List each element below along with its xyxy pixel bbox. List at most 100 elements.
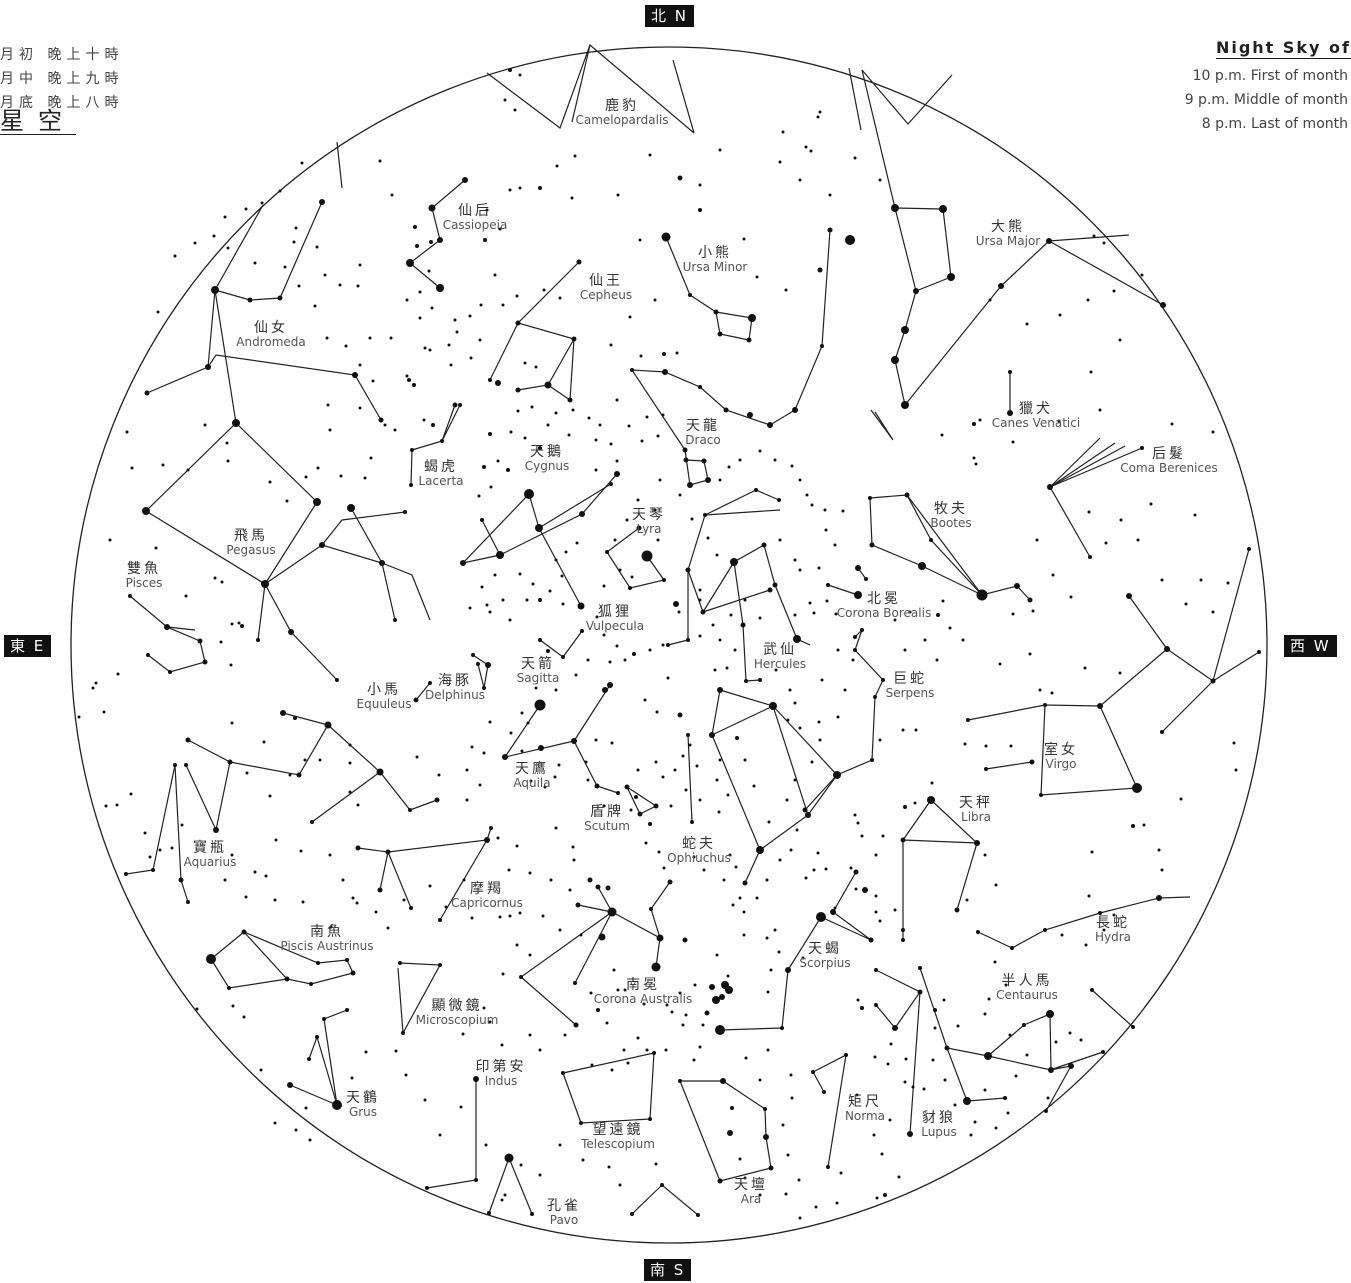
star bbox=[811, 1070, 815, 1074]
star bbox=[116, 672, 120, 676]
constellation-line bbox=[711, 689, 838, 851]
star bbox=[515, 320, 521, 326]
star bbox=[820, 678, 824, 682]
constellation-name-en: Canes Venatici bbox=[991, 416, 1081, 431]
constellation-line bbox=[146, 289, 216, 394]
constellation-label-serpens: 巨蛇 Serpens bbox=[886, 671, 935, 701]
constellation-name-zh: 長蛇 bbox=[1096, 915, 1130, 931]
constellation-line bbox=[804, 629, 884, 811]
star bbox=[459, 1105, 463, 1109]
star bbox=[673, 768, 677, 772]
star bbox=[335, 678, 339, 682]
star bbox=[1126, 593, 1132, 599]
star bbox=[701, 458, 707, 464]
star bbox=[860, 834, 864, 838]
star bbox=[508, 188, 512, 192]
star bbox=[790, 1096, 794, 1100]
star bbox=[816, 851, 820, 855]
star bbox=[325, 336, 329, 340]
star bbox=[1179, 797, 1183, 801]
star bbox=[645, 1048, 649, 1052]
star bbox=[614, 471, 620, 477]
star bbox=[206, 954, 216, 964]
star bbox=[742, 910, 746, 914]
star bbox=[690, 820, 694, 824]
star bbox=[639, 354, 643, 358]
star bbox=[727, 465, 731, 469]
star bbox=[705, 477, 711, 483]
constellation-name-zh: 矩尺 bbox=[848, 1094, 882, 1110]
star bbox=[766, 990, 770, 994]
constellation-name-en: Ursa Minor bbox=[682, 260, 748, 275]
star bbox=[338, 283, 342, 287]
star bbox=[862, 887, 868, 893]
star bbox=[1046, 1010, 1054, 1018]
constellation-name-en: Corona Borealis bbox=[836, 606, 932, 621]
constellation-name-en: Lyra bbox=[636, 522, 662, 537]
star bbox=[688, 743, 692, 747]
stars bbox=[77, 68, 1261, 1220]
star bbox=[773, 458, 777, 462]
star bbox=[173, 763, 177, 767]
star bbox=[1011, 612, 1015, 616]
star bbox=[661, 775, 665, 779]
star bbox=[763, 1134, 769, 1140]
constellation-name-en: Equuleus bbox=[356, 697, 412, 712]
constellation-line bbox=[902, 799, 932, 940]
star bbox=[729, 613, 733, 617]
star bbox=[1102, 928, 1106, 932]
star bbox=[965, 898, 969, 902]
star bbox=[662, 352, 666, 356]
star bbox=[818, 110, 822, 114]
constellation-line bbox=[166, 626, 196, 631]
constellation-label-cygnus: 天鵝 Cygnus bbox=[525, 444, 570, 474]
constellation-name-zh: 孔雀 bbox=[547, 1198, 581, 1214]
star bbox=[655, 710, 659, 714]
star bbox=[908, 610, 912, 614]
star bbox=[730, 1106, 734, 1110]
constellation-name-en: Andromeda bbox=[236, 335, 306, 350]
star bbox=[465, 798, 469, 802]
constellation-name-en: Telescopium bbox=[581, 1137, 655, 1152]
star bbox=[913, 801, 917, 805]
star bbox=[230, 721, 234, 725]
constellation-line bbox=[861, 69, 952, 292]
star bbox=[142, 507, 150, 515]
star bbox=[515, 844, 519, 848]
star bbox=[696, 1213, 700, 1217]
star bbox=[853, 869, 859, 875]
constellation-name-en: Grus bbox=[348, 1105, 378, 1120]
constellation-line bbox=[704, 509, 781, 516]
constellation-label-andromeda: 仙女 Andromeda bbox=[236, 320, 306, 350]
star bbox=[453, 318, 457, 322]
star bbox=[605, 885, 611, 891]
star bbox=[917, 989, 923, 995]
star bbox=[489, 485, 493, 489]
star bbox=[613, 538, 617, 542]
star bbox=[914, 728, 918, 732]
star bbox=[1058, 313, 1062, 317]
constellation-name-zh: 大熊 bbox=[990, 219, 1025, 235]
star bbox=[610, 1068, 614, 1072]
star bbox=[409, 483, 413, 487]
star bbox=[822, 1090, 826, 1094]
star bbox=[988, 298, 992, 302]
star bbox=[717, 1178, 723, 1184]
star bbox=[440, 439, 444, 443]
constellation-label-ursa-major: 大熊 Ursa Major bbox=[976, 219, 1040, 249]
star bbox=[904, 1057, 908, 1061]
star bbox=[288, 629, 294, 635]
star bbox=[963, 1097, 971, 1105]
star bbox=[974, 462, 978, 466]
star bbox=[874, 894, 878, 898]
star bbox=[804, 876, 808, 880]
star bbox=[423, 346, 427, 350]
star bbox=[484, 1143, 488, 1147]
star bbox=[797, 1178, 801, 1182]
constellation-label-lyra: 天琴 Lyra bbox=[632, 507, 666, 537]
constellation-name-zh: 室女 bbox=[1044, 742, 1078, 758]
constellation-line bbox=[145, 289, 318, 585]
star bbox=[665, 1003, 669, 1007]
star bbox=[656, 934, 664, 942]
star bbox=[742, 880, 748, 886]
